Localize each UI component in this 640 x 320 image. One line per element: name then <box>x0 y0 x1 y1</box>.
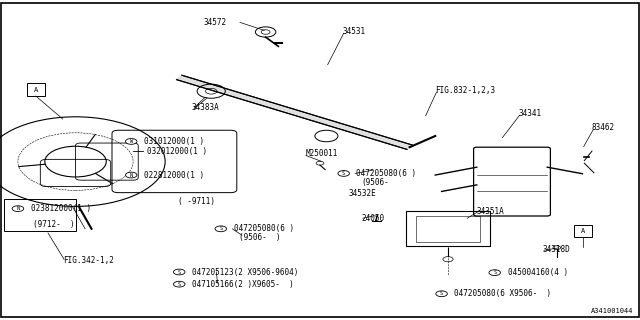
Circle shape <box>12 206 24 212</box>
Bar <box>27 83 45 96</box>
Text: (9506-  ): (9506- ) <box>239 233 280 242</box>
Text: 047205123(2 X9506-9604): 047205123(2 X9506-9604) <box>192 268 298 276</box>
Bar <box>406 211 490 246</box>
Text: A341001044: A341001044 <box>591 308 634 314</box>
Text: (9506-: (9506- <box>362 178 389 187</box>
Text: S: S <box>178 269 180 275</box>
Text: A: A <box>34 87 38 92</box>
Text: 047205080(6 ): 047205080(6 ) <box>356 169 417 178</box>
Circle shape <box>173 281 185 287</box>
Text: 34532E: 34532E <box>349 189 376 198</box>
Circle shape <box>215 226 227 232</box>
Text: S: S <box>493 270 496 275</box>
Circle shape <box>125 172 137 178</box>
Circle shape <box>489 270 500 276</box>
Bar <box>416 216 480 242</box>
Text: 34351A: 34351A <box>477 207 504 216</box>
Text: 34572: 34572 <box>204 18 227 27</box>
Bar <box>4 199 76 231</box>
Circle shape <box>338 171 349 176</box>
Text: N: N <box>130 172 132 178</box>
Text: S: S <box>220 226 222 231</box>
Text: ( -9711): ( -9711) <box>178 197 215 206</box>
Text: 047205080(6 ): 047205080(6 ) <box>234 224 294 233</box>
Text: S: S <box>440 291 443 296</box>
Circle shape <box>125 139 137 144</box>
Text: W: W <box>130 139 132 144</box>
Text: S: S <box>342 171 345 176</box>
Text: 047205080(6 X9506-  ): 047205080(6 X9506- ) <box>454 289 552 298</box>
Text: 023812000(1 ): 023812000(1 ) <box>31 204 91 213</box>
Text: 34531: 34531 <box>342 28 365 36</box>
Text: FIG.832-1,2,3: FIG.832-1,2,3 <box>435 86 495 95</box>
Text: 022812000(1 ): 022812000(1 ) <box>144 171 204 180</box>
Text: 045004160(4 ): 045004160(4 ) <box>508 268 568 277</box>
Bar <box>574 225 592 237</box>
Text: 34341: 34341 <box>518 109 541 118</box>
Text: A: A <box>581 228 585 234</box>
Text: 24050: 24050 <box>362 214 385 223</box>
Text: FIG.342-1,2: FIG.342-1,2 <box>63 256 113 265</box>
Text: 047105166(2 )X9605-  ): 047105166(2 )X9605- ) <box>192 280 294 289</box>
Text: M250011: M250011 <box>306 149 339 158</box>
Polygon shape <box>177 75 412 149</box>
Circle shape <box>436 291 447 297</box>
Text: 032012000(1 ): 032012000(1 ) <box>147 147 207 156</box>
Text: 34383A: 34383A <box>192 103 220 112</box>
Text: (9712-  ): (9712- ) <box>33 220 75 229</box>
Text: 34318D: 34318D <box>543 245 570 254</box>
Text: 031012000(1 ): 031012000(1 ) <box>144 137 204 146</box>
Circle shape <box>173 269 185 275</box>
Text: N: N <box>17 206 19 211</box>
Text: 83462: 83462 <box>592 124 615 132</box>
Text: S: S <box>178 282 180 287</box>
